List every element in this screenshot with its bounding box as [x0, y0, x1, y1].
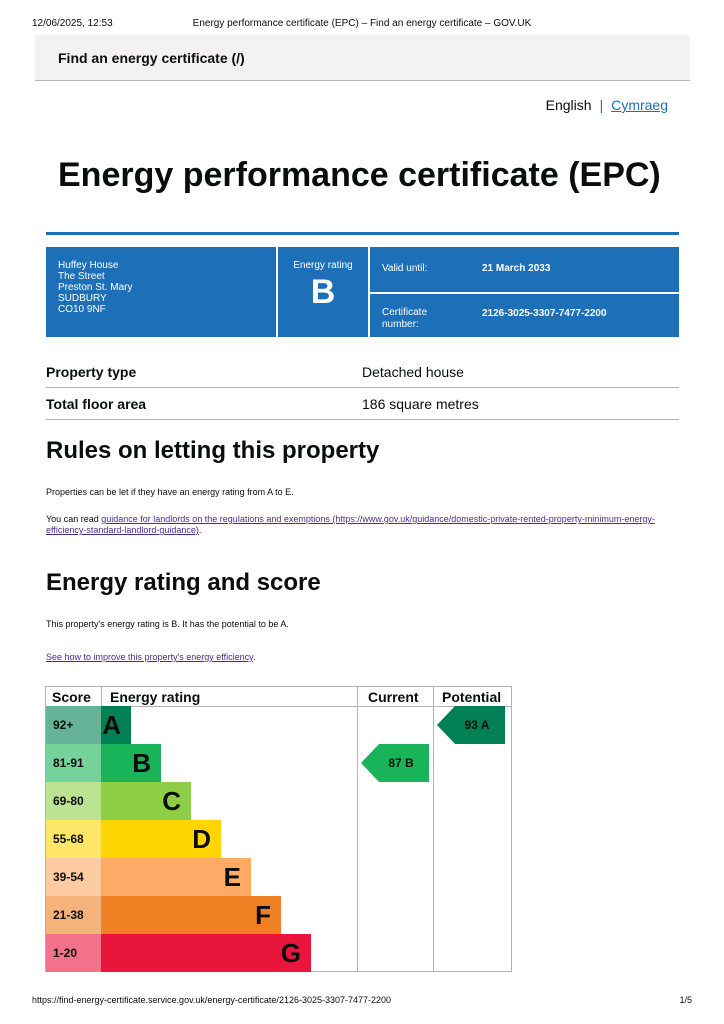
summary-row: Total floor area 186 square metres [46, 388, 679, 420]
valid-until-label: Valid until: [382, 263, 428, 274]
energy-rating-label: Energy rating [293, 260, 353, 271]
potential-rating-arrow-label: 93 A [464, 718, 490, 732]
address-line: The Street [58, 271, 105, 282]
band-score: 92+ [46, 706, 101, 744]
landlord-guidance-link[interactable]: guidance for landlords on the regulation… [46, 514, 655, 535]
potential-header: Potential [442, 689, 502, 705]
banner-divider [368, 247, 370, 337]
score-header: Score [52, 689, 91, 705]
header-divider [46, 706, 511, 707]
band-bar: C [101, 782, 191, 820]
band-letter: G [280, 938, 301, 968]
band-score: 55-68 [46, 820, 101, 858]
current-rating-arrow: 87 B [361, 744, 429, 782]
certificate-number-label: Certificate number: [382, 307, 428, 330]
print-doc-title: Energy performance certificate (EPC) – F… [192, 18, 532, 29]
current-rating-arrow-label: 87 B [388, 756, 414, 770]
rating-heading: Energy rating and score [46, 569, 321, 596]
address-line: Preston St. Mary [58, 282, 133, 293]
address-line: Huffey House [58, 260, 119, 271]
letting-heading: Rules on letting this property [46, 437, 380, 464]
certificate-top-rule [46, 232, 679, 235]
print-page-number: 1/5 [679, 995, 692, 1005]
energy-rating-chart: Score Energy rating Current Potential 92… [45, 686, 512, 972]
certificate-number-value: 2126-3025-3307-7477-2200 [482, 308, 607, 319]
band-letter: C [162, 786, 181, 816]
banner-divider [370, 292, 679, 294]
potential-rating-arrow: 93 A [437, 706, 505, 744]
letting-paragraph: Properties can be let if they have an en… [46, 487, 294, 497]
rating-paragraph: This property's energy rating is B. It h… [46, 619, 289, 629]
language-switcher: English | Cymraeg [546, 97, 668, 113]
property-summary-list: Property type Detached house Total floor… [46, 356, 679, 420]
summary-row: Property type Detached house [46, 356, 679, 388]
print-footer: https://find-energy-certificate.service.… [32, 995, 692, 1005]
band-score: 1-20 [46, 934, 101, 972]
column-divider [357, 687, 358, 971]
energy-rating-header: Energy rating [110, 689, 201, 705]
property-address: Huffey House The Street Preston St. Mary… [58, 260, 132, 315]
language-current: English [545, 97, 592, 113]
service-name-link[interactable]: Find an energy certificate (/) [58, 50, 245, 66]
summary-value: Detached house [362, 364, 464, 380]
print-url: https://find-energy-certificate.service.… [32, 995, 392, 1005]
summary-key: Total floor area [46, 396, 147, 412]
band-bar: F [101, 896, 281, 934]
banner-divider [276, 247, 278, 337]
service-header: Find an energy certificate (/) [35, 35, 690, 81]
band-score: 69-80 [46, 782, 101, 820]
valid-until-value: 21 March 2033 [482, 263, 551, 274]
band-letter: E [223, 862, 241, 892]
band-bar: A [101, 706, 131, 744]
band-bar: D [101, 820, 221, 858]
page-title: Energy performance certificate (EPC) [58, 156, 661, 194]
band-score: 39-54 [46, 858, 101, 896]
certificate-summary-banner: Huffey House The Street Preston St. Mary… [46, 247, 679, 337]
band-bar: B [101, 744, 161, 782]
improve-efficiency-link[interactable]: See how to improve this property's energ… [46, 652, 253, 662]
improve-paragraph: See how to improve this property's energ… [46, 652, 256, 662]
language-welsh-link[interactable]: Cymraeg [611, 97, 668, 113]
language-separator: | [599, 97, 604, 113]
band-letter: D [192, 824, 211, 854]
column-divider [433, 687, 434, 971]
energy-rating-letter: B [310, 273, 336, 311]
print-header: 12/06/2025, 12:53 Energy performance cer… [32, 18, 692, 32]
print-date: 12/06/2025, 12:53 [32, 18, 113, 29]
current-header: Current [368, 689, 419, 705]
summary-key: Property type [46, 364, 137, 380]
address-line: CO10 9NF [58, 304, 106, 315]
band-bar: G [101, 934, 311, 972]
band-letter: A [102, 710, 121, 740]
band-bar: E [101, 858, 251, 896]
band-letter: B [132, 748, 151, 778]
band-score: 21-38 [46, 896, 101, 934]
address-line: SUDBURY [58, 293, 107, 304]
column-divider [101, 687, 102, 707]
letting-guidance-paragraph: You can read guidance for landlords on t… [46, 514, 655, 535]
band-score: 81-91 [46, 744, 101, 782]
band-letter: F [255, 900, 271, 930]
summary-value: 186 square metres [362, 396, 479, 412]
